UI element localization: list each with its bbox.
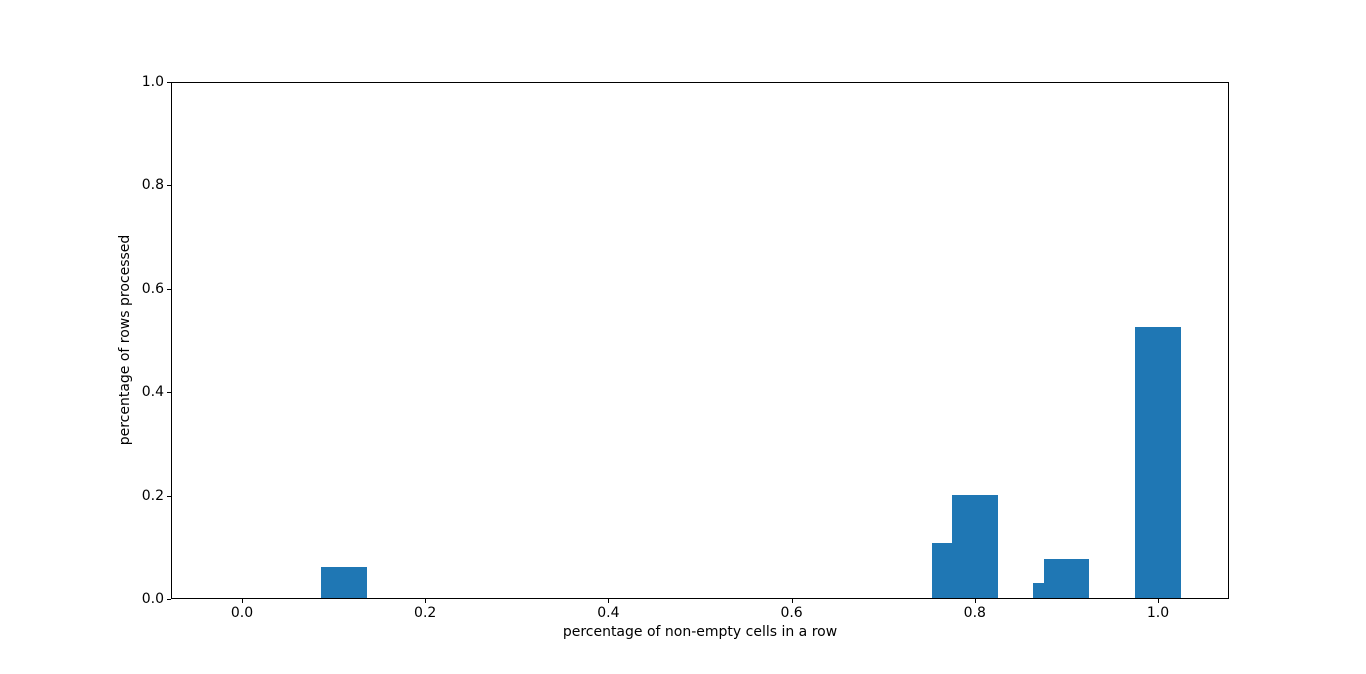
x-tick-label: 0.4 xyxy=(597,605,620,621)
y-tick-label: 0.4 xyxy=(141,384,164,401)
histogram-bar xyxy=(951,494,998,598)
histogram-bar xyxy=(320,566,367,598)
x-tick-label: 0.6 xyxy=(780,605,803,621)
x-tick-mark xyxy=(608,599,610,603)
y-tick-label: 1.0 xyxy=(141,74,164,90)
y-tick-label: 0.2 xyxy=(141,487,164,504)
y-axis-label: percentage of rows processed xyxy=(117,234,133,446)
x-tick-label: 0.2 xyxy=(414,605,437,621)
y-tick-label: 0.8 xyxy=(141,177,164,194)
x-tick-mark xyxy=(1158,599,1159,603)
x-tick-mark xyxy=(425,599,427,603)
y-tick-label: 0.0 xyxy=(141,591,164,607)
y-tick-mark xyxy=(167,599,171,600)
histogram-bar xyxy=(1135,326,1181,598)
x-tick-mark xyxy=(791,599,793,603)
y-tick-label: 0.6 xyxy=(141,280,164,297)
y-tick-mark xyxy=(167,288,171,290)
histogram-bar xyxy=(1043,559,1090,598)
plot-area xyxy=(171,82,1229,599)
x-tick-mark xyxy=(974,599,976,603)
y-tick-mark xyxy=(167,495,171,497)
x-axis-label: percentage of non-empty cells in a row xyxy=(562,624,838,640)
x-tick-mark xyxy=(241,599,243,603)
x-tick-label: 1.0 xyxy=(1146,605,1170,621)
y-tick-mark xyxy=(167,82,171,83)
y-tick-mark xyxy=(167,392,171,394)
y-tick-mark xyxy=(167,185,171,187)
x-tick-label: 0.0 xyxy=(230,605,254,621)
x-tick-label: 0.8 xyxy=(963,605,986,621)
